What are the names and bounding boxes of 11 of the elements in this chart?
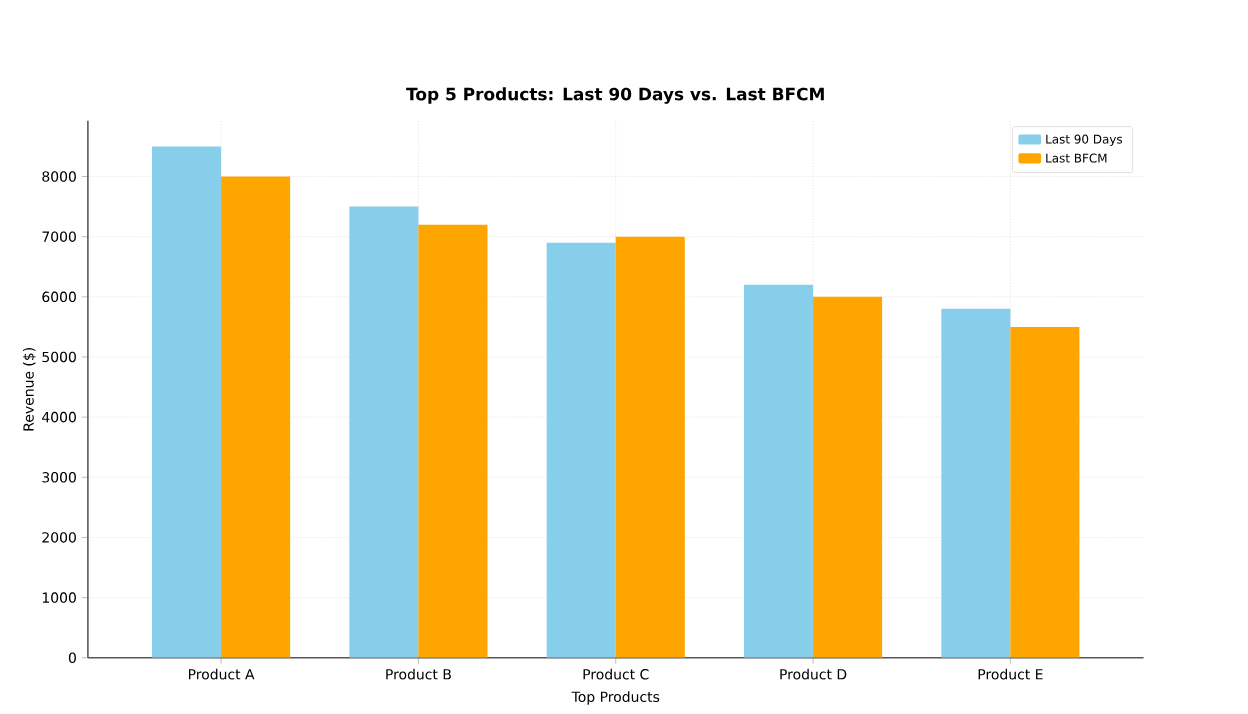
bar xyxy=(744,284,814,658)
bar xyxy=(418,224,488,658)
bar xyxy=(941,308,1011,658)
bar xyxy=(813,296,883,658)
bar xyxy=(221,176,291,658)
bar xyxy=(1010,326,1080,658)
bar xyxy=(615,236,685,658)
bar xyxy=(349,206,419,658)
chart-title: Top 5 Products: Last 90 Days vs. Last BFCM xyxy=(406,87,824,104)
bar xyxy=(546,242,616,658)
bar xyxy=(152,146,222,658)
